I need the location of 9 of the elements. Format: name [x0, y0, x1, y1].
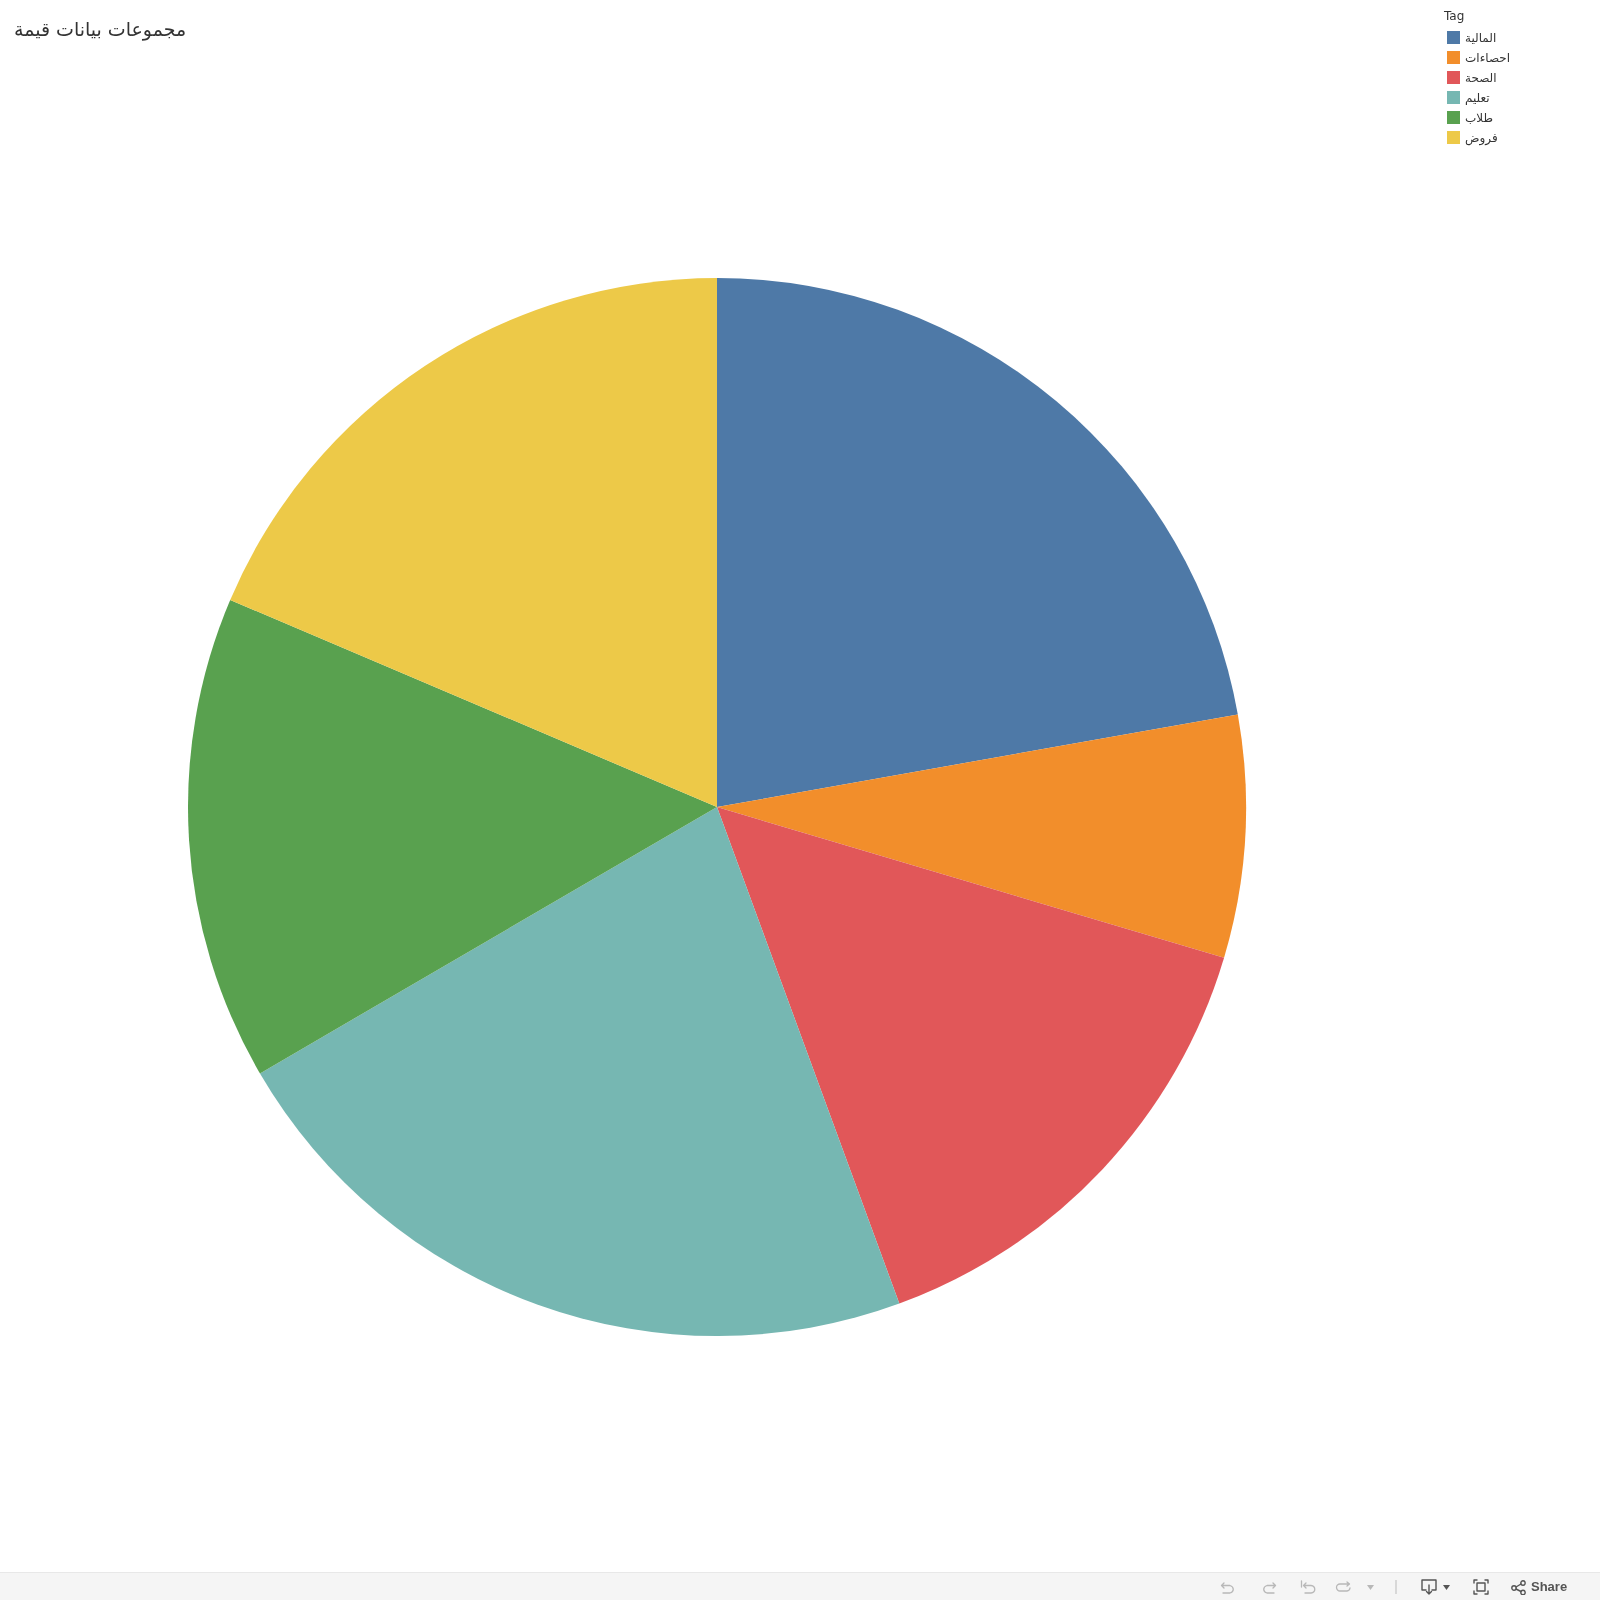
legend-title: Tag: [1443, 9, 1465, 23]
legend-label: المالية: [1465, 30, 1497, 45]
legend-label: طلاب: [1465, 110, 1494, 125]
legend-label: احصاءات: [1465, 50, 1511, 65]
legend-label: الصحة: [1465, 70, 1497, 85]
text: Share: [1531, 1579, 1568, 1594]
legend-label: فروض: [1465, 130, 1498, 146]
legend-label: تعليم: [1465, 90, 1490, 105]
chart-title: مجموعات بيانات قيمة: [14, 17, 187, 41]
